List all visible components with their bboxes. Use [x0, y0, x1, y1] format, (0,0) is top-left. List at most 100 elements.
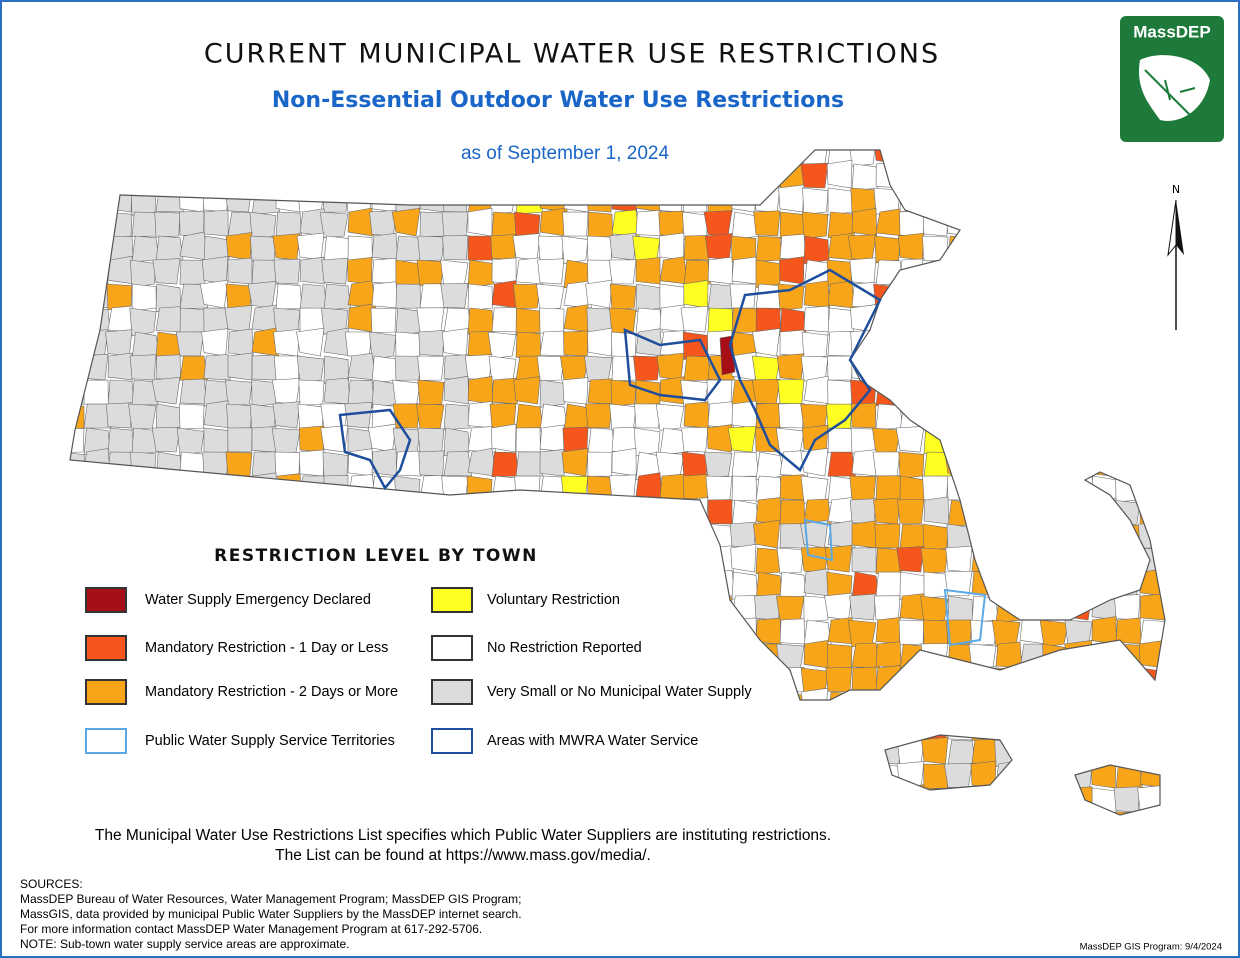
town	[947, 499, 976, 528]
footer: The Municipal Water Use Restrictions Lis…	[20, 827, 1222, 952]
town	[155, 451, 183, 481]
town	[1067, 691, 1096, 720]
town	[944, 570, 973, 597]
town	[539, 449, 565, 477]
town	[1067, 377, 1093, 405]
town	[1160, 307, 1165, 336]
town	[107, 150, 136, 166]
town	[467, 259, 495, 288]
town	[1163, 354, 1165, 381]
town	[1112, 665, 1141, 693]
town	[803, 639, 830, 669]
town	[946, 475, 973, 501]
legend-label: No Restriction Reported	[487, 640, 642, 656]
town	[1040, 330, 1069, 357]
town	[560, 475, 589, 501]
town	[515, 307, 541, 336]
town	[347, 235, 373, 262]
town	[827, 280, 855, 309]
town	[611, 331, 637, 359]
town	[203, 475, 233, 503]
town	[827, 451, 856, 477]
town	[563, 330, 589, 357]
town	[415, 762, 445, 789]
town	[875, 665, 903, 693]
town	[635, 328, 663, 357]
town	[682, 595, 709, 621]
town	[130, 187, 157, 216]
town	[1091, 523, 1117, 551]
town	[755, 402, 782, 429]
town	[371, 232, 399, 261]
town	[323, 163, 352, 189]
town	[393, 520, 421, 549]
town	[251, 760, 281, 789]
town	[1091, 400, 1121, 429]
town	[80, 353, 109, 381]
town	[1160, 738, 1165, 765]
town	[201, 256, 229, 285]
town	[755, 739, 782, 765]
town	[1139, 162, 1165, 189]
town	[1019, 567, 1048, 597]
town	[971, 162, 999, 189]
town	[947, 426, 973, 453]
town	[251, 379, 277, 407]
town	[129, 307, 157, 337]
town	[443, 375, 470, 405]
town	[731, 737, 760, 765]
town	[273, 329, 301, 357]
town	[131, 495, 158, 525]
town	[968, 235, 997, 264]
town	[1090, 760, 1117, 789]
town	[539, 546, 566, 573]
town	[753, 667, 781, 693]
town	[1043, 739, 1069, 765]
town	[1115, 643, 1143, 670]
town	[395, 571, 422, 600]
town	[1139, 809, 1165, 815]
town	[945, 691, 973, 721]
town	[1113, 235, 1141, 261]
town	[1066, 150, 1093, 167]
town	[539, 307, 565, 334]
town	[875, 307, 904, 333]
town	[1019, 473, 1046, 501]
town	[442, 787, 469, 813]
town	[1115, 811, 1141, 815]
town	[1115, 715, 1144, 743]
town	[70, 640, 85, 669]
town	[659, 547, 689, 573]
town	[731, 763, 757, 791]
town	[83, 499, 109, 526]
town	[1139, 355, 1165, 382]
town	[609, 283, 637, 311]
town	[151, 426, 181, 453]
note-line: The Municipal Water Use Restrictions Lis…	[95, 827, 831, 844]
town	[537, 235, 565, 262]
town	[969, 523, 997, 552]
town	[179, 355, 208, 381]
town	[659, 256, 688, 285]
town	[1019, 594, 1046, 621]
town	[347, 763, 373, 791]
town	[776, 643, 805, 671]
town	[419, 787, 445, 815]
town	[680, 305, 709, 333]
town	[896, 691, 925, 718]
town	[969, 305, 997, 333]
town	[1163, 448, 1165, 477]
town	[107, 787, 134, 814]
town	[611, 355, 638, 382]
town	[347, 784, 373, 813]
town	[778, 150, 805, 165]
town	[395, 450, 422, 477]
town	[850, 427, 877, 454]
town	[104, 759, 133, 789]
town	[275, 163, 305, 192]
town	[1043, 355, 1069, 385]
logo: MassDEP	[1120, 16, 1224, 142]
town	[395, 499, 422, 528]
town	[1017, 235, 1045, 264]
town	[994, 691, 1021, 719]
